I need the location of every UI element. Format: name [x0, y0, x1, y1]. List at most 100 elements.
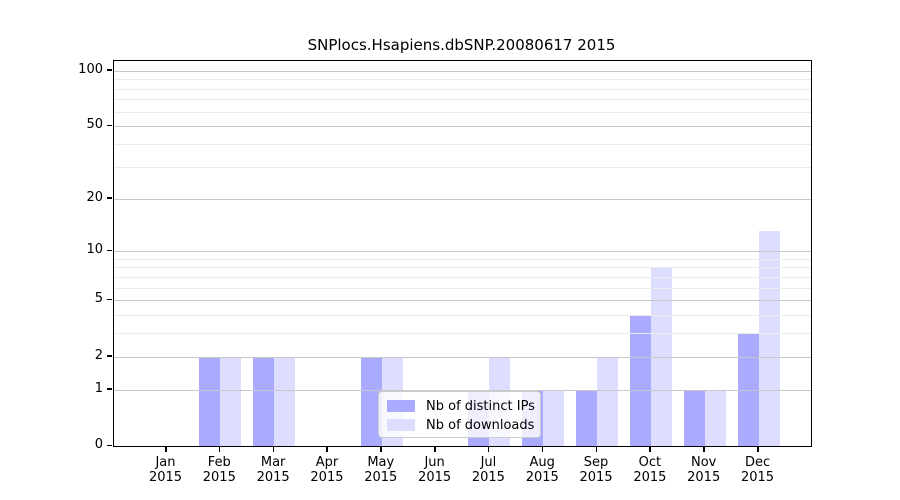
y-tick-mark: [107, 197, 112, 199]
legend-label-downloads: Nb of downloads: [426, 417, 535, 433]
gridline-minor: [114, 144, 811, 146]
month-year: 2015: [579, 470, 613, 485]
legend: Nb of distinct IPs Nb of downloads: [378, 391, 541, 438]
month-name: Sep: [583, 455, 609, 470]
x-tick-label-oct: Oct 2015: [615, 455, 685, 485]
month-year: 2015: [418, 470, 452, 485]
bar-downloads-sep: [597, 356, 619, 446]
x-tick-mark: [380, 447, 382, 452]
month-name: Jan: [155, 455, 176, 470]
x-tick-label-jan: Jan 2015: [131, 455, 201, 485]
month-year: 2015: [687, 470, 721, 485]
gridline-minor: [114, 258, 811, 260]
x-tick-mark: [218, 447, 221, 452]
gridline-minor: [114, 267, 811, 269]
x-tick-mark: [649, 447, 651, 452]
y-tick-label: 1: [94, 380, 103, 396]
y-tick-label: 0: [94, 437, 103, 452]
month-year: 2015: [148, 470, 183, 485]
bar-distinct-ips-may: [360, 356, 382, 446]
gridline-minor: [114, 79, 811, 81]
x-tick-mark: [165, 447, 167, 452]
month-year: 2015: [471, 470, 505, 485]
gridline-minor: [114, 166, 811, 168]
gridline-minor: [114, 315, 811, 317]
month-year: 2015: [740, 470, 775, 485]
y-tick-label: 5: [94, 291, 103, 307]
x-tick-label-dec: Dec 2015: [723, 455, 793, 485]
month-year: 2015: [310, 470, 344, 485]
x-tick-mark: [272, 447, 275, 452]
month-name: Jul: [480, 455, 497, 470]
month-name: Nov: [691, 455, 717, 470]
y-tick-mark: [107, 124, 112, 127]
gridline-major: [114, 126, 811, 128]
month-year: 2015: [633, 470, 667, 485]
bar-downloads-oct: [650, 267, 672, 446]
y-tick-label: 2: [94, 347, 103, 363]
gridline-major: [114, 198, 811, 200]
gridline-minor: [114, 287, 811, 289]
x-tick-label-mar: Mar 2015: [238, 455, 308, 485]
x-tick-label-jul: Jul 2015: [453, 455, 523, 485]
y-tick-mark: [107, 249, 112, 252]
y-tick-mark: [107, 69, 112, 71]
month-year: 2015: [364, 470, 398, 485]
bar-downloads-mar: [274, 356, 296, 446]
month-name: Feb: [207, 455, 231, 470]
month-year: 2015: [525, 470, 559, 485]
gridline-minor: [114, 333, 811, 335]
gridline-major: [114, 70, 811, 72]
month-name: Oct: [638, 455, 662, 470]
x-tick-label-aug: Aug 2015: [507, 455, 577, 485]
x-tick-mark: [541, 447, 544, 452]
bar-downloads-aug: [543, 389, 565, 446]
plot-area: [113, 60, 812, 447]
month-name: Jun: [424, 455, 445, 470]
y-tick-label: 20: [86, 189, 103, 205]
gridline-major: [114, 389, 811, 391]
gridline-major: [114, 251, 811, 253]
x-tick-label-apr: Apr 2015: [292, 455, 362, 485]
bar-distinct-ips-feb: [199, 356, 221, 446]
bar-downloads-nov: [704, 389, 726, 446]
gridline-minor: [114, 88, 811, 90]
y-tick-label: 50: [86, 117, 103, 133]
gridline-minor: [114, 111, 811, 113]
month-year: 2015: [256, 470, 290, 485]
bar-distinct-ips-oct: [629, 315, 651, 446]
legend-label-distinct-ips: Nb of distinct IPs: [426, 398, 535, 414]
x-tick-mark: [595, 447, 598, 452]
month-name: Apr: [315, 455, 339, 470]
gridline-minor: [114, 276, 811, 278]
legend-item-distinct-ips: Nb of distinct IPs: [387, 397, 535, 415]
legend-swatch-downloads: [387, 419, 415, 431]
month-year: 2015: [202, 470, 236, 485]
x-tick-label-may: May 2015: [346, 455, 416, 485]
y-tick-mark: [107, 355, 112, 357]
gridline-minor: [114, 99, 811, 101]
x-tick-mark: [703, 447, 705, 452]
y-tick-mark: [107, 388, 112, 390]
bar-distinct-ips-sep: [576, 389, 598, 446]
x-tick-mark: [487, 447, 490, 452]
legend-swatch-distinct-ips: [387, 400, 415, 412]
x-tick-mark: [434, 447, 436, 452]
gridline-major: [114, 300, 811, 302]
x-tick-mark: [326, 447, 328, 452]
chart-title: SNPlocs.Hsapiens.dbSNP.20080617 2015: [307, 36, 616, 54]
y-tick-mark: [107, 298, 112, 301]
bar-downloads-feb: [220, 356, 242, 446]
month-name: Dec: [744, 455, 771, 470]
month-name: May: [367, 455, 395, 470]
x-tick-mark: [757, 447, 759, 452]
bar-distinct-ips-mar: [253, 356, 275, 446]
gridline-major: [114, 356, 811, 358]
bar-distinct-ips-nov: [683, 389, 705, 446]
month-name: Aug: [529, 455, 555, 470]
legend-item-downloads: Nb of downloads: [387, 416, 535, 434]
x-tick-label-nov: Nov 2015: [669, 455, 739, 485]
y-tick-label: 100: [78, 61, 103, 77]
x-tick-label-sep: Sep 2015: [561, 455, 631, 485]
